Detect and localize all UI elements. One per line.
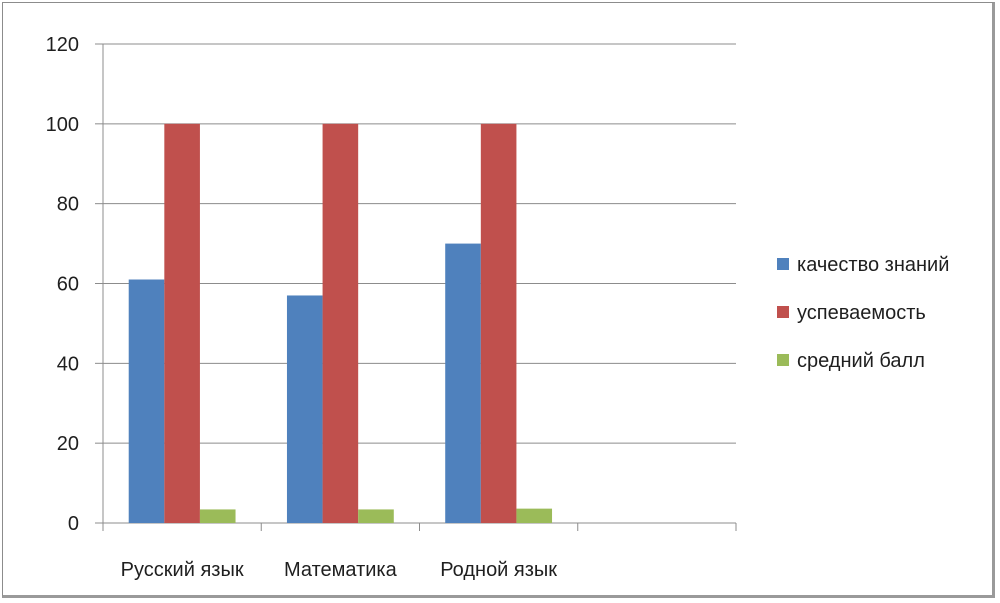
x-category-label: Родной язык	[440, 559, 557, 581]
bar-1	[445, 243, 481, 524]
legend-label: качество знаний	[797, 254, 949, 276]
x-category-label: Математика	[284, 559, 398, 581]
y-tick-label: 100	[46, 114, 79, 136]
bar-3	[516, 508, 553, 523]
bar-3	[199, 509, 236, 523]
y-tick-label: 0	[68, 513, 79, 535]
legend-label: средний балл	[797, 350, 925, 372]
bar-2	[322, 123, 359, 523]
legend-swatch	[777, 354, 789, 366]
y-tick-label: 40	[57, 353, 79, 375]
bar-3	[358, 509, 394, 523]
y-tick-label: 120	[46, 34, 79, 56]
x-category-label: Русский язык	[121, 559, 244, 581]
legend-label: успеваемость	[797, 302, 926, 324]
y-tick-label: 80	[57, 194, 79, 216]
bar-1	[128, 279, 165, 523]
bar-2	[164, 123, 200, 523]
bar-1	[286, 295, 323, 523]
y-tick-label: 20	[57, 433, 79, 455]
y-tick-label: 60	[57, 274, 79, 296]
legend-swatch	[777, 258, 789, 270]
legend-swatch	[777, 306, 789, 318]
bar-2	[480, 123, 517, 523]
